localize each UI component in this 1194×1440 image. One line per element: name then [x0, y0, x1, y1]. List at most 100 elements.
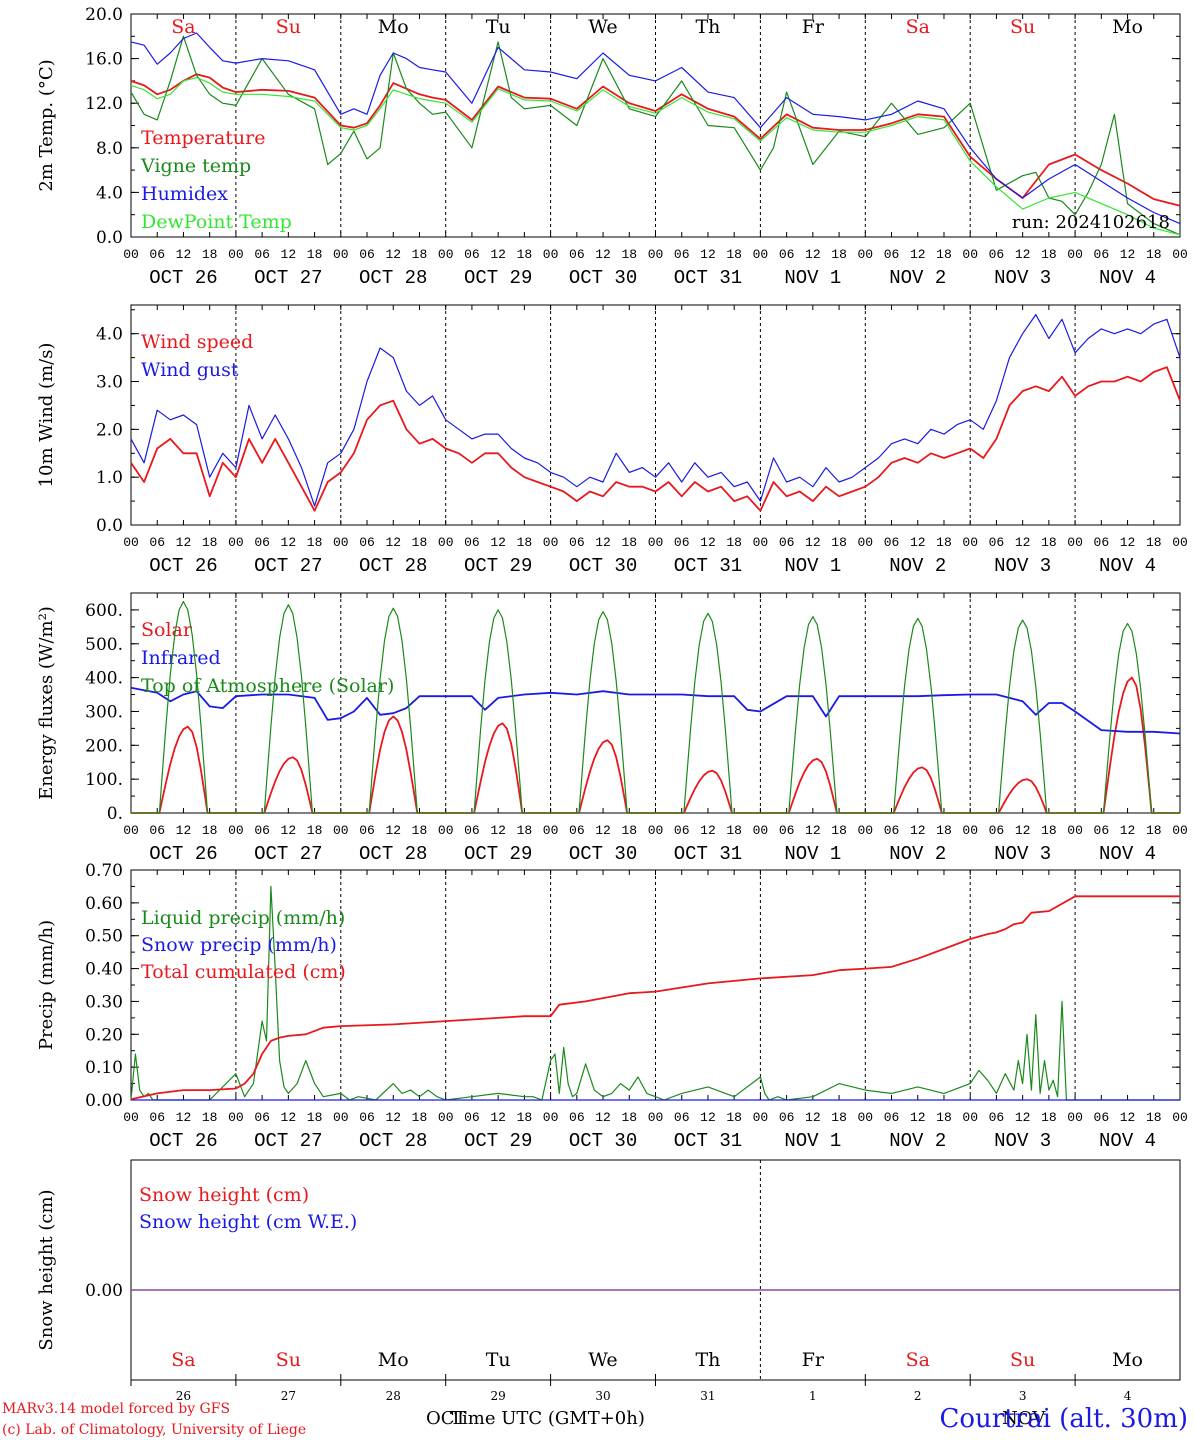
- hour-tick-label: 12: [490, 1110, 506, 1125]
- date-label: OCT 28: [359, 1130, 427, 1152]
- hour-tick-label: 12: [281, 535, 297, 550]
- y-tick-label: 16.0: [85, 50, 123, 70]
- weekday-label: We: [588, 1349, 617, 1371]
- y-tick-label: 4.0: [96, 325, 123, 345]
- hour-tick-label: 12: [700, 823, 716, 838]
- series-line-dewpoint-temp: [130, 76, 1181, 236]
- weekday-label: Su: [276, 16, 301, 38]
- panels: 00 06 12 18 00 06 12 18 00 06 12 18 00 06 12 18 00 06 12 18…: [36, 5, 1188, 1403]
- hour-tick-label: 12: [176, 1110, 192, 1125]
- day-number-label: 4: [1124, 1389, 1132, 1403]
- hour-tick-label: 06: [674, 535, 690, 550]
- hour-tick-label: 18: [517, 823, 533, 838]
- hour-tick-label: 00: [753, 1110, 769, 1125]
- hour-tick-label: 06: [254, 247, 270, 262]
- weekday-label: Fr: [802, 1349, 825, 1371]
- series-line-top-of-atmosphere-solar: [131, 600, 1180, 814]
- y-axis-label: 2m Temp. (°C): [36, 59, 57, 191]
- hour-tick-label: 06: [149, 535, 165, 550]
- legend-entry: Temperature: [141, 127, 265, 149]
- series-line-humidex: [130, 32, 1181, 225]
- date-label: OCT 30: [569, 1130, 637, 1152]
- date-label: NOV 4: [1099, 555, 1156, 577]
- hour-tick-label: 18: [202, 535, 218, 550]
- hour-tick-label: 00: [962, 823, 978, 838]
- hour-tick-label: 06: [359, 535, 375, 550]
- hour-tick-label: 18: [831, 823, 847, 838]
- hour-tick-label: 06: [149, 247, 165, 262]
- hour-tick-label: 18: [412, 1110, 428, 1125]
- hour-tick-label: 06: [1094, 1110, 1110, 1125]
- hour-tick-label: 06: [464, 823, 480, 838]
- date-label: OCT 28: [359, 555, 427, 577]
- y-tick-label: 0.00: [85, 1091, 123, 1111]
- weekday-label: Sa: [906, 1349, 930, 1371]
- date-label: OCT 27: [254, 843, 322, 865]
- hour-tick-label: 12: [700, 247, 716, 262]
- date-label: OCT 26: [149, 1130, 217, 1152]
- hour-tick-label: 00: [753, 247, 769, 262]
- weekday-label: We: [588, 16, 617, 38]
- date-label: OCT 27: [254, 555, 322, 577]
- hour-tick-label: 00: [228, 535, 244, 550]
- hour-tick-label: 00: [543, 247, 559, 262]
- weekday-label: Th: [695, 1349, 720, 1371]
- date-label: NOV 2: [889, 555, 946, 577]
- hour-tick-label: 00: [1067, 535, 1083, 550]
- chart-panel-3: 00 06 12 18 00 06 12 18 00 06 12 18 00 06 12 18 00 06 12 18…: [36, 592, 1188, 865]
- date-label: OCT 31: [674, 1130, 742, 1152]
- y-tick-label: 0.: [107, 804, 123, 824]
- chart-panel-5: Sa Su Mo Tu We Th Fr Sa Su Mo 26 27 28 29 30 31 1 2 3 4 0.00…: [36, 1159, 1181, 1403]
- hour-tick-label: 00: [1172, 1110, 1188, 1125]
- chart-panel-2: 00 06 12 18 00 06 12 18 00 06 12 18 00 06 12 18 00 06 12 18…: [36, 304, 1188, 577]
- y-tick-label: 12.0: [85, 94, 123, 114]
- footer-lab-text: (c) Lab. of Climatology, University of L…: [2, 1422, 306, 1438]
- hour-tick-label: 12: [385, 535, 401, 550]
- hour-tick-label: 00: [438, 535, 454, 550]
- weekday-label: Mo: [1112, 1349, 1143, 1371]
- hour-tick-label: 06: [779, 247, 795, 262]
- hour-tick-label: 06: [884, 1110, 900, 1125]
- hour-tick-label: 18: [621, 1110, 637, 1125]
- hour-tick-label: 06: [569, 535, 585, 550]
- date-label: NOV 3: [994, 267, 1051, 289]
- hour-tick-label: 18: [1146, 247, 1162, 262]
- weekday-label: Tu: [486, 16, 511, 38]
- y-tick-label: 300.: [85, 702, 123, 722]
- hour-tick-label: 00: [333, 823, 349, 838]
- hour-tick-label: 18: [307, 823, 323, 838]
- date-label: NOV 1: [784, 555, 841, 577]
- date-label: NOV 1: [784, 1130, 841, 1152]
- day-number-label: 28: [386, 1389, 401, 1403]
- hour-tick-label: 12: [281, 823, 297, 838]
- hour-tick-label: 00: [962, 247, 978, 262]
- hour-tick-label: 18: [936, 535, 952, 550]
- y-tick-label: 8.0: [96, 139, 123, 159]
- footer-time-label: Time UTC (GMT+0h): [450, 1408, 645, 1429]
- weekday-label: Fr: [802, 16, 825, 38]
- y-tick-label: 1.0: [96, 468, 123, 488]
- hour-tick-label: 00: [438, 247, 454, 262]
- hour-tick-label: 12: [385, 823, 401, 838]
- footer-month-right: NOV: [1002, 1408, 1046, 1429]
- hour-tick-label: 06: [359, 247, 375, 262]
- weekday-label: Sa: [171, 1349, 195, 1371]
- day-number-label: 31: [700, 1389, 715, 1403]
- hour-tick-label: 00: [1067, 1110, 1083, 1125]
- y-tick-label: 600.: [85, 601, 123, 621]
- series-line-total-cumulated-cm: [130, 895, 1180, 1101]
- hour-tick-label: 00: [1067, 247, 1083, 262]
- hour-tick-label: 12: [910, 247, 926, 262]
- hour-tick-label: 18: [517, 1110, 533, 1125]
- hour-tick-label: 00: [962, 1110, 978, 1125]
- y-tick-label: 0.70: [85, 861, 123, 881]
- hour-tick-label: 00: [228, 247, 244, 262]
- hour-tick-label: 18: [307, 535, 323, 550]
- hour-tick-label: 12: [281, 247, 297, 262]
- weekday-label: Mo: [378, 1349, 409, 1371]
- hour-tick-label: 18: [1146, 823, 1162, 838]
- hour-tick-label: 06: [464, 1110, 480, 1125]
- hour-tick-label: 00: [228, 1110, 244, 1125]
- hour-tick-label: 00: [333, 535, 349, 550]
- hour-tick-label: 12: [910, 1110, 926, 1125]
